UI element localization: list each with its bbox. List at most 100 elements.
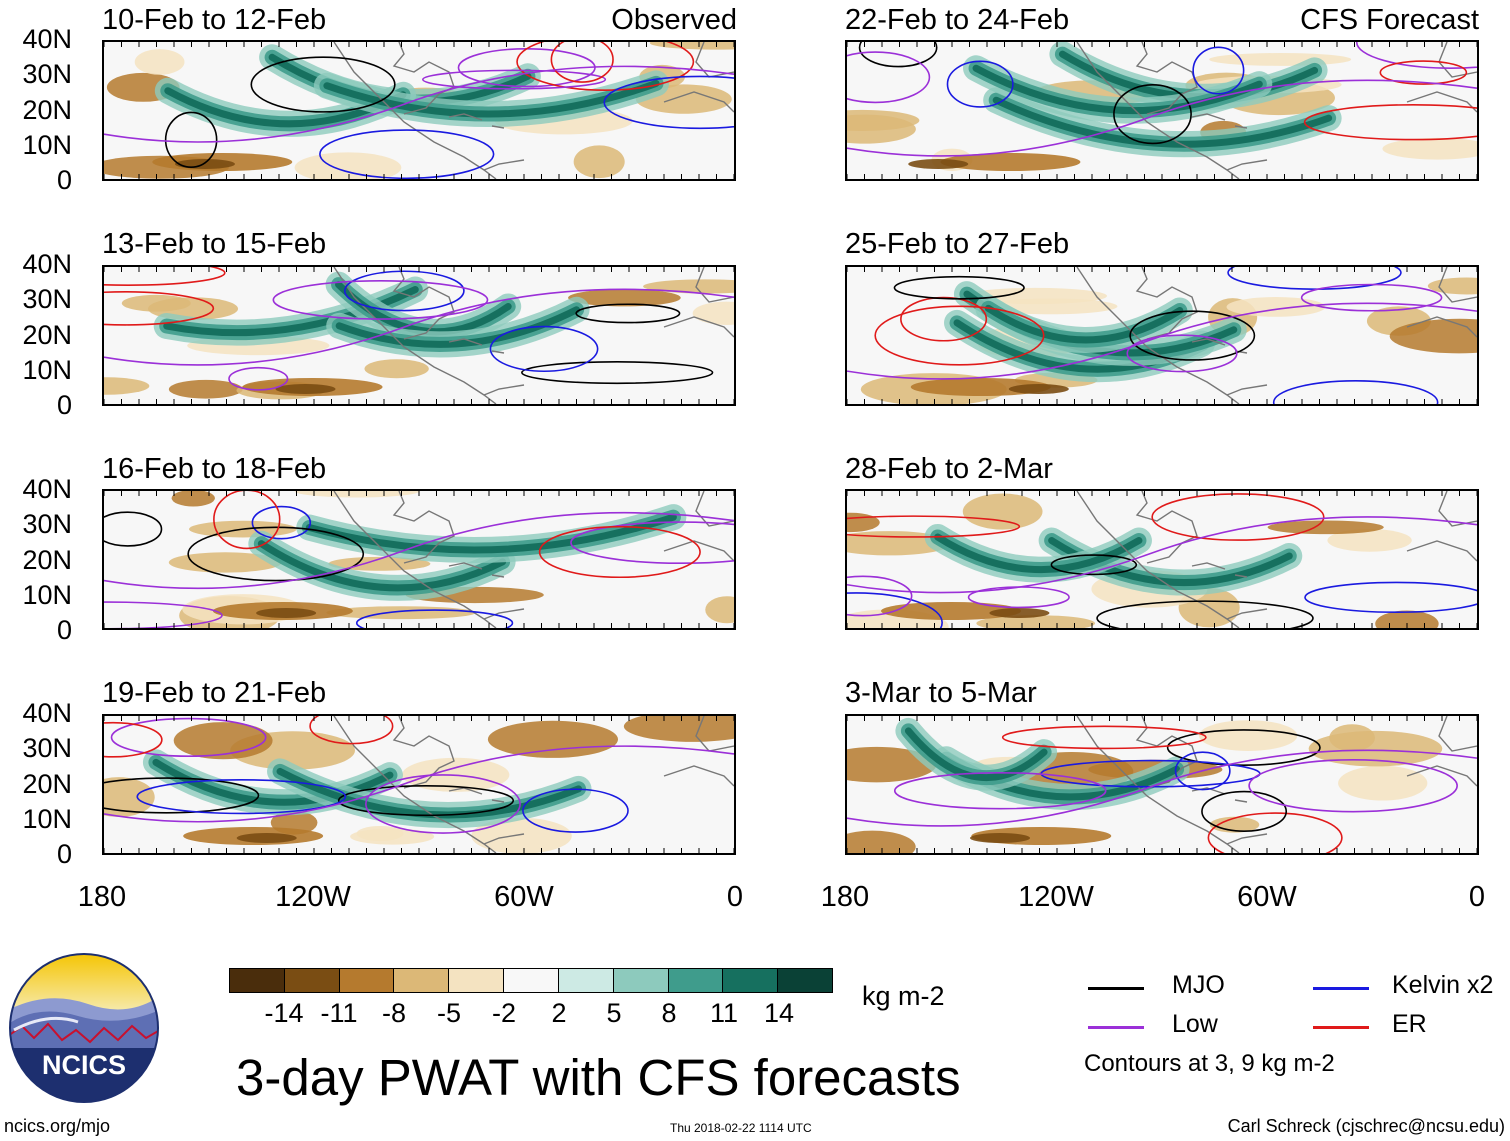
lat-label-20n: 20N [22, 95, 72, 125]
dry-anomaly [847, 830, 916, 853]
anomaly-contour [104, 288, 734, 366]
dry-anomaly [471, 817, 572, 853]
legend-line-er [1313, 1026, 1369, 1029]
anomaly-contour [272, 279, 489, 320]
anomaly-contour [874, 305, 1045, 366]
pwat-map [104, 716, 734, 853]
dry-anomaly [256, 608, 317, 618]
legend-line-kelvin [1313, 987, 1369, 990]
legend-label-low: Low [1172, 1010, 1218, 1038]
anomaly-contour [1272, 380, 1439, 404]
pwat-map [104, 267, 734, 404]
anomaly-contour [421, 69, 607, 90]
dry-anomaly [1209, 53, 1352, 66]
anomaly-contour [1355, 42, 1477, 69]
coastline [448, 562, 505, 578]
footer-site-link[interactable]: ncics.org/mjo [4, 1116, 111, 1136]
panel-title-4: 25-Feb to 27-Feb [845, 228, 1070, 260]
dry-anomaly [487, 720, 619, 758]
legend-line-mjo [1088, 987, 1144, 990]
anomaly-contour [251, 505, 312, 540]
legend-note: Contours at 3, 9 kg m-2 [1084, 1050, 1335, 1077]
anomaly-contour [522, 788, 629, 833]
anomaly-contour [104, 65, 734, 143]
legend-label-kelvin: Kelvin x2 [1392, 971, 1494, 999]
map-panel-2 [845, 40, 1479, 181]
dry-anomaly [275, 384, 336, 394]
dry-anomaly [1226, 297, 1326, 317]
colorbar-tick: 14 [763, 998, 795, 1028]
colorbar-units: kg m-2 [862, 981, 945, 1011]
anomaly-contour [1174, 751, 1231, 791]
dry-anomaly [171, 491, 215, 507]
coastline [1076, 716, 1477, 853]
dry-anomaly [294, 491, 420, 498]
dry-anomaly [705, 596, 734, 624]
panel-title-8: 3-Mar to 5-Mar [845, 677, 1037, 709]
moist-anomaly [276, 767, 583, 819]
lon-label-0: 0 [726, 881, 744, 913]
dry-anomaly [134, 49, 185, 75]
lat-label-10n: 10N [22, 804, 72, 834]
anomaly-contour [1207, 812, 1343, 853]
anomaly-contour [309, 716, 394, 745]
lat-label-0: 0 [56, 839, 72, 869]
lat-label-30n: 30N [22, 284, 72, 314]
lon-label-60w: 60W [1237, 881, 1297, 913]
anomaly-contour [1379, 60, 1468, 85]
dry-anomaly [970, 833, 1031, 843]
pwat-map [847, 716, 1477, 853]
map-panel-3 [102, 265, 736, 406]
dry-anomaly [847, 114, 916, 144]
moist-anomaly [335, 306, 581, 348]
lat-label-0: 0 [56, 615, 72, 645]
panel-title-2: 22-Feb to 24-Feb [845, 4, 1070, 36]
anomaly-contour [1113, 84, 1192, 145]
anomaly-contour [1248, 759, 1458, 813]
anomaly-contour [337, 784, 515, 817]
anomaly-contour [516, 42, 695, 91]
dry-anomaly [881, 602, 1022, 620]
anomaly-contour [858, 42, 938, 68]
colorbar-tick: -11 [320, 998, 358, 1028]
dry-anomaly [989, 608, 1050, 618]
anomaly-contour [1192, 46, 1245, 95]
moist-anomaly [992, 96, 1333, 148]
anomaly-contour [847, 516, 1477, 594]
moist-anomaly [257, 540, 507, 592]
anomaly-contour [603, 75, 734, 130]
moist-anomaly [984, 304, 1184, 344]
footer-timestamp: Thu 2018-02-22 1114 UTC [670, 1121, 812, 1135]
anomaly-contour [355, 609, 514, 628]
dry-anomaly [1008, 384, 1069, 394]
colorbar-tick: -5 [436, 998, 462, 1028]
colorbar-box-9 [668, 969, 724, 992]
colorbar-tick: 11 [709, 998, 739, 1028]
anomaly-contour [847, 749, 1477, 827]
colorbar-tick: 8 [661, 998, 677, 1028]
dry-anomaly [692, 301, 734, 325]
dry-anomaly [908, 159, 969, 169]
anomaly-contour [1300, 283, 1443, 312]
dry-anomaly [1382, 137, 1477, 160]
anomaly-contour [847, 79, 1477, 157]
dry-anomaly [1308, 730, 1443, 767]
lat-label-20n: 20N [22, 545, 72, 575]
lon-label-60w: 60W [494, 881, 554, 913]
lat-label-30n: 30N [22, 733, 72, 763]
anomaly-contour [1303, 104, 1477, 141]
coastline [448, 113, 505, 129]
anomaly-contour [110, 717, 267, 758]
legend-line-low [1088, 1026, 1144, 1029]
panel-title-5: 16-Feb to 18-Feb [102, 453, 327, 485]
lat-label-40n: 40N [22, 24, 72, 54]
dry-anomaly [1198, 720, 1298, 751]
anomaly-contour [847, 515, 1021, 538]
colorbar-box-6 [504, 969, 559, 992]
anomaly-contour [104, 777, 260, 814]
anomaly-contour [1126, 334, 1238, 373]
pwat-map [847, 491, 1477, 628]
map-panel-4 [845, 265, 1479, 406]
anomaly-contour [575, 303, 681, 324]
moist-anomaly [934, 533, 1143, 574]
